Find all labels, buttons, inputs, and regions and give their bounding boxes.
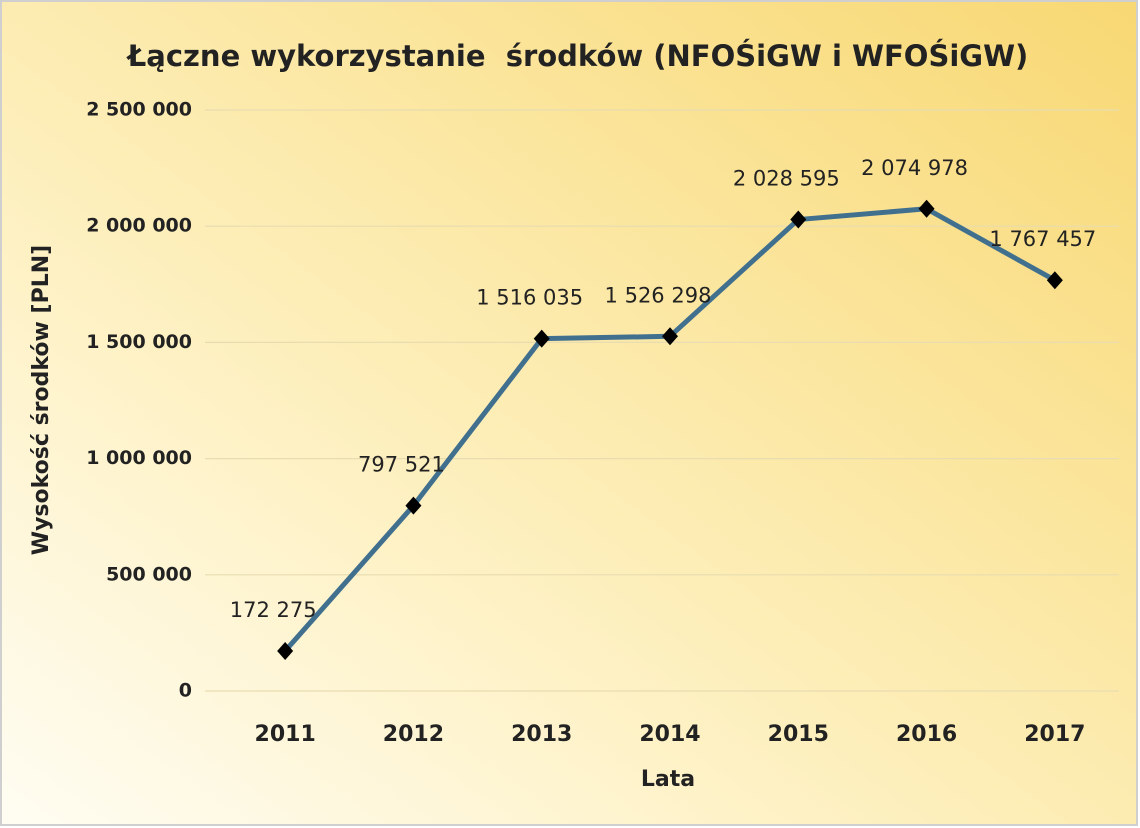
data-label: 797 521 xyxy=(358,453,445,477)
x-axis-label: Lata xyxy=(641,767,695,792)
marker xyxy=(662,327,678,346)
y-tick-label: 500 000 xyxy=(106,563,192,585)
marker xyxy=(533,329,550,348)
marker xyxy=(1046,271,1063,290)
x-tick-label: 2015 xyxy=(768,722,829,747)
data-label: 2 028 595 xyxy=(733,167,840,191)
data-label: 2 074 978 xyxy=(861,156,968,180)
y-tick-label: 2 000 000 xyxy=(86,215,192,237)
data-label: 1 516 035 xyxy=(476,286,583,310)
x-tick-label: 2011 xyxy=(255,722,316,747)
x-tick-label: 2014 xyxy=(639,722,700,747)
x-tick-label: 2017 xyxy=(1024,722,1085,747)
y-tick-label: 2 500 000 xyxy=(86,99,192,121)
marker xyxy=(277,641,294,660)
x-tick-label: 2013 xyxy=(511,722,572,747)
y-axis-label: Wysokość środków [PLN] xyxy=(29,245,54,555)
data-label: 1 767 457 xyxy=(989,227,1096,251)
y-tick-label: 1 500 000 xyxy=(86,331,192,353)
marker xyxy=(918,199,935,218)
y-tick-label: 0 xyxy=(179,680,192,702)
x-tick-label: 2016 xyxy=(896,722,957,747)
x-tick-label: 2012 xyxy=(383,722,444,747)
marker xyxy=(405,496,422,515)
chart-title: Łączne wykorzystanie środków (NFOŚiGW i … xyxy=(126,39,1029,73)
data-label: 1 526 298 xyxy=(605,283,712,307)
marker xyxy=(790,210,807,229)
y-tick-label: 1 000 000 xyxy=(86,447,192,469)
data-label: 172 275 xyxy=(230,598,317,622)
